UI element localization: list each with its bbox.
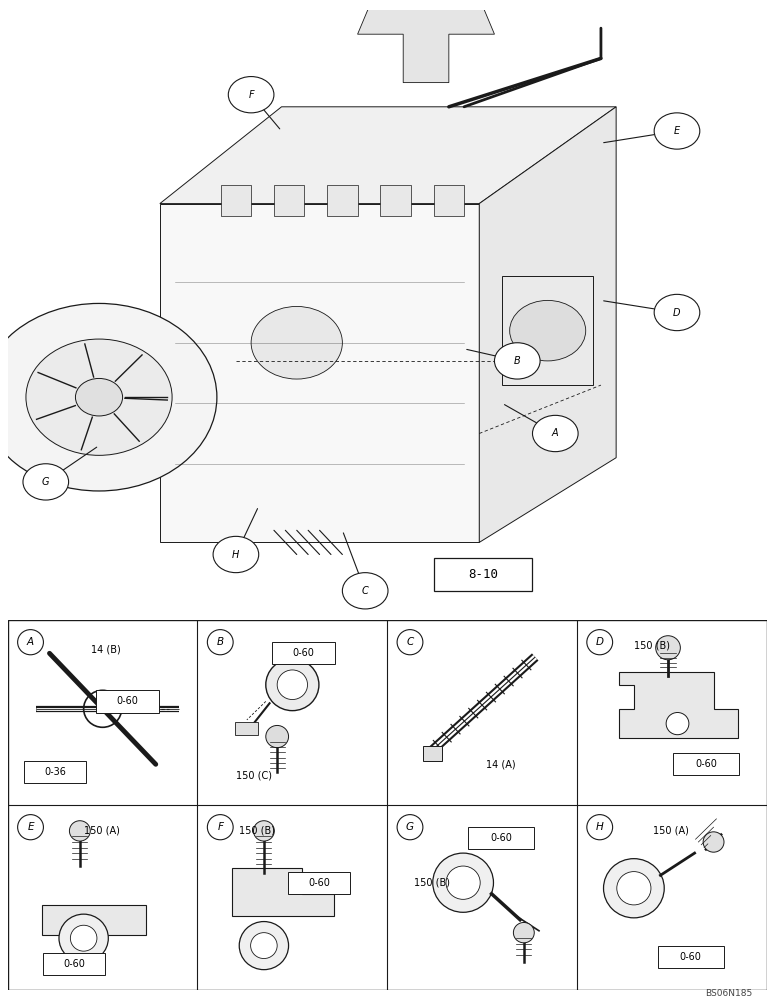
Text: 150 (B): 150 (B): [239, 826, 275, 836]
Circle shape: [18, 815, 43, 840]
Bar: [42, 905, 146, 934]
Text: 150 (A): 150 (A): [653, 826, 689, 836]
Text: 0-36: 0-36: [44, 767, 66, 777]
Circle shape: [494, 343, 540, 379]
Text: 0-60: 0-60: [680, 952, 702, 962]
Circle shape: [239, 922, 289, 970]
Polygon shape: [618, 672, 738, 738]
Circle shape: [514, 922, 534, 943]
Text: 0-60: 0-60: [308, 878, 330, 888]
Circle shape: [277, 670, 307, 700]
Circle shape: [532, 415, 578, 452]
Text: C: C: [362, 586, 369, 596]
Circle shape: [26, 339, 172, 455]
Text: 0-60: 0-60: [63, 959, 85, 969]
Circle shape: [703, 832, 724, 852]
Bar: [434, 558, 532, 591]
Circle shape: [266, 659, 319, 711]
Circle shape: [59, 914, 109, 962]
Circle shape: [604, 859, 664, 918]
Circle shape: [23, 464, 68, 500]
Circle shape: [617, 872, 651, 905]
Text: B: B: [514, 356, 521, 366]
Bar: [220, 185, 251, 216]
Circle shape: [654, 113, 700, 149]
Circle shape: [71, 925, 97, 951]
Circle shape: [397, 630, 423, 655]
Text: H: H: [596, 822, 604, 832]
Circle shape: [207, 815, 233, 840]
Text: 150 (A): 150 (A): [84, 826, 120, 836]
Circle shape: [251, 933, 277, 959]
Bar: [434, 185, 464, 216]
Circle shape: [251, 306, 342, 379]
Bar: [272, 642, 335, 664]
Bar: [502, 276, 594, 385]
Polygon shape: [160, 204, 480, 542]
Bar: [274, 185, 304, 216]
Circle shape: [228, 77, 274, 113]
Circle shape: [654, 294, 700, 331]
Bar: [288, 872, 350, 894]
Text: A: A: [552, 428, 559, 438]
Circle shape: [213, 536, 258, 573]
Circle shape: [587, 815, 612, 840]
Bar: [96, 690, 158, 712]
Text: D: D: [674, 308, 681, 318]
Text: C: C: [407, 637, 414, 647]
Text: 8-10: 8-10: [468, 568, 498, 581]
Polygon shape: [160, 107, 616, 204]
Bar: [24, 761, 86, 783]
Text: A: A: [27, 637, 34, 647]
Text: 0-60: 0-60: [293, 648, 315, 658]
Circle shape: [433, 853, 494, 912]
Text: 150 (B): 150 (B): [414, 878, 450, 888]
Text: 14 (B): 14 (B): [92, 645, 121, 655]
Text: E: E: [674, 126, 680, 136]
Bar: [43, 953, 106, 975]
Circle shape: [446, 866, 480, 899]
Text: D: D: [596, 637, 604, 647]
Bar: [423, 746, 442, 761]
Bar: [673, 753, 740, 775]
Circle shape: [69, 821, 90, 841]
Circle shape: [666, 712, 689, 735]
Circle shape: [18, 630, 43, 655]
Circle shape: [266, 725, 289, 748]
Circle shape: [207, 630, 233, 655]
Bar: [380, 185, 411, 216]
Circle shape: [397, 815, 423, 840]
Circle shape: [75, 378, 123, 416]
Text: F: F: [217, 822, 223, 832]
Bar: [468, 827, 534, 849]
FancyArrow shape: [358, 0, 494, 83]
Text: BS06N185: BS06N185: [705, 989, 753, 998]
Text: 0-60: 0-60: [490, 833, 512, 843]
Text: 14 (A): 14 (A): [486, 759, 515, 769]
Bar: [327, 185, 358, 216]
Text: H: H: [232, 550, 240, 560]
Circle shape: [656, 636, 681, 660]
Circle shape: [0, 303, 217, 491]
Circle shape: [587, 630, 612, 655]
Text: 0-60: 0-60: [695, 759, 717, 769]
Polygon shape: [232, 868, 334, 916]
Text: 0-60: 0-60: [116, 696, 138, 706]
Text: B: B: [217, 637, 223, 647]
Text: G: G: [42, 477, 50, 487]
Text: G: G: [406, 822, 414, 832]
Circle shape: [254, 821, 275, 841]
Bar: [235, 722, 258, 735]
Circle shape: [342, 573, 388, 609]
Text: 150 (B): 150 (B): [634, 641, 670, 651]
Text: E: E: [27, 822, 34, 832]
Circle shape: [510, 300, 586, 361]
Bar: [657, 946, 724, 968]
Text: F: F: [248, 90, 254, 100]
Text: 150 (C): 150 (C): [237, 770, 272, 780]
Polygon shape: [480, 107, 616, 542]
